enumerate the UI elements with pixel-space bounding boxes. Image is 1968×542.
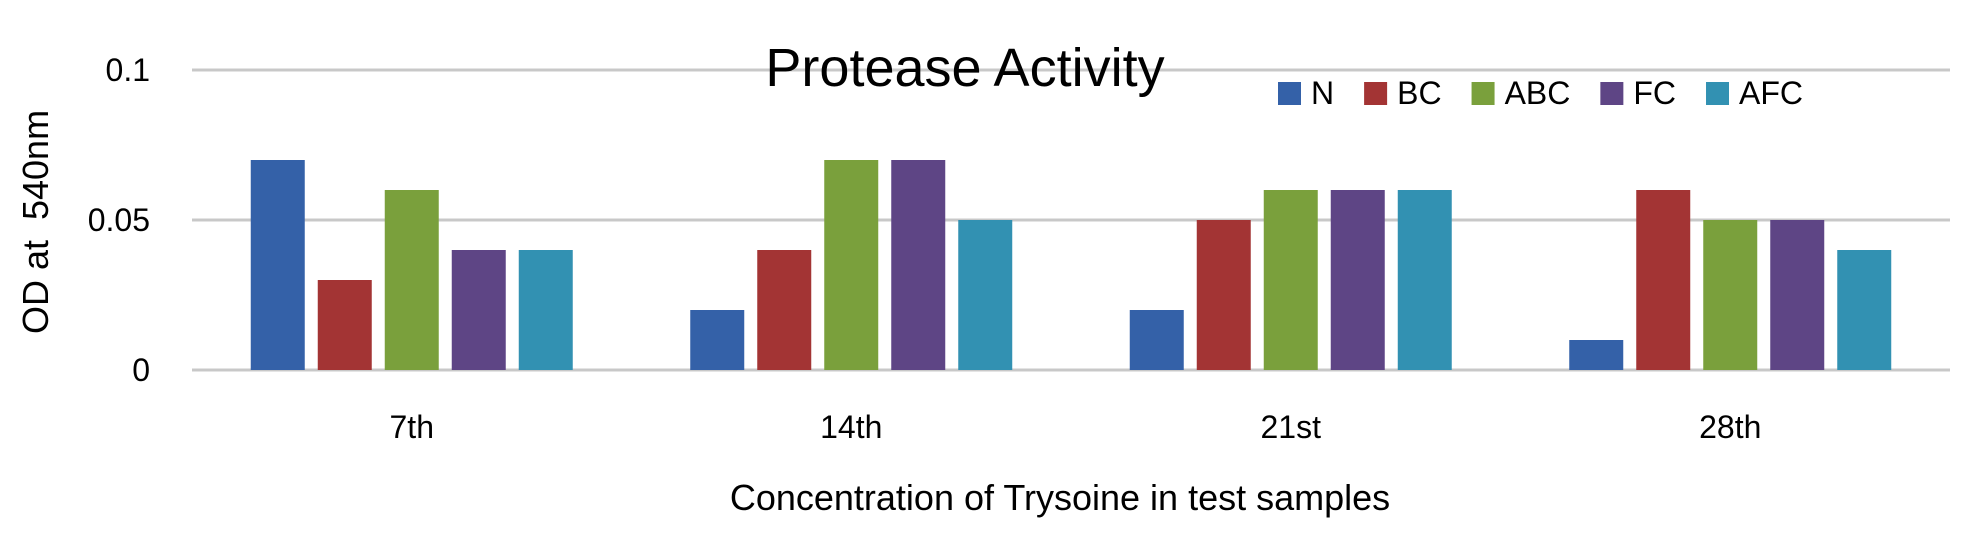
x-tick-label: 14th: [820, 409, 882, 445]
bar-fc-21st: [1330, 190, 1385, 370]
legend-label-afc: AFC: [1739, 75, 1803, 111]
legend-label-n: N: [1311, 75, 1334, 111]
bar-abc-14th: [824, 160, 879, 370]
legend-label-fc: FC: [1633, 75, 1676, 111]
x-tick-label: 21st: [1261, 409, 1322, 445]
x-tick-label: 28th: [1699, 409, 1761, 445]
y-tick-label: 0.05: [88, 202, 150, 238]
bar-afc-7th: [518, 250, 573, 370]
bars: [250, 160, 1892, 370]
y-tick-labels: 0 0.05 0.1: [88, 52, 150, 388]
bar-afc-14th: [958, 220, 1013, 370]
bar-n-7th: [250, 160, 305, 370]
bar-abc-28th: [1703, 220, 1758, 370]
chart-title: Protease Activity: [765, 38, 1164, 98]
legend-swatch-afc: [1706, 82, 1730, 105]
y-tick-label: 0.1: [106, 52, 150, 88]
bar-fc-14th: [891, 160, 946, 370]
y-axis-title: OD at 540nm: [15, 110, 56, 334]
x-axis-title: Concentration of Trysoine in test sample…: [730, 477, 1390, 518]
bar-bc-21st: [1196, 220, 1251, 370]
bar-n-14th: [690, 310, 745, 370]
legend-swatch-bc: [1364, 82, 1388, 105]
y-tick-label: 0: [132, 352, 150, 388]
bar-afc-21st: [1397, 190, 1452, 370]
bar-fc-28th: [1770, 220, 1825, 370]
bar-fc-7th: [451, 250, 506, 370]
bar-bc-7th: [317, 280, 372, 370]
legend: N BC ABC FC AFC: [1278, 75, 1803, 111]
x-tick-label: 7th: [390, 409, 434, 445]
bar-n-21st: [1129, 310, 1184, 370]
bar-abc-7th: [384, 190, 439, 370]
bar-abc-21st: [1263, 190, 1318, 370]
legend-swatch-abc: [1471, 82, 1495, 105]
bar-bc-28th: [1636, 190, 1691, 370]
bar-bc-14th: [757, 250, 812, 370]
bar-afc-28th: [1837, 250, 1892, 370]
legend-label-bc: BC: [1397, 75, 1441, 111]
legend-swatch-fc: [1600, 82, 1624, 105]
legend-swatch-n: [1278, 82, 1301, 105]
legend-label-abc: ABC: [1505, 75, 1571, 111]
bar-n-28th: [1569, 340, 1624, 370]
x-tick-labels: 7th 14th 21st 28th: [390, 409, 1762, 445]
